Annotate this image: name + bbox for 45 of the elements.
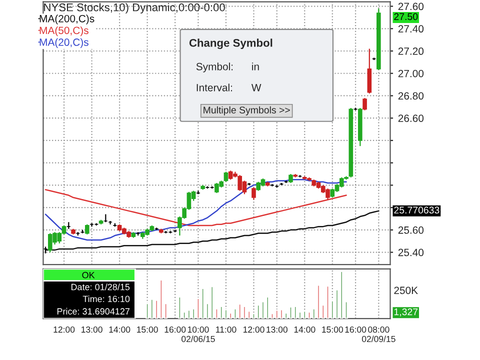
x-tick-label: 12:00 — [54, 326, 75, 333]
x-tick-label: 16:00 — [164, 326, 186, 333]
y-tick-label: 27.60 — [398, 2, 424, 10]
x-tick-label: 16:00 — [345, 326, 366, 333]
x-tick-label: 13:00 — [266, 326, 288, 333]
x-tick-label: 15:00 — [137, 326, 158, 333]
legend-label: MA(50,C)s — [40, 26, 88, 36]
annotation: in — [252, 62, 259, 70]
y-tick-label: 27.00 — [398, 70, 424, 78]
annotation: Time: 16:10 — [82, 296, 130, 302]
legend-label: MA(20,C)s — [40, 38, 88, 48]
line-series — [44, 178, 347, 241]
x-tick-label: 13:00 — [82, 326, 102, 333]
x-tick-label: 14:00 — [109, 326, 130, 333]
annotation: Interval: — [196, 84, 232, 92]
annotation: W — [251, 84, 262, 92]
y-tick-label: 26.60 — [398, 114, 424, 122]
x-tick-label: 11:00 — [216, 326, 236, 333]
x-tick-label: 14:00 — [294, 326, 316, 333]
line-series — [44, 210, 380, 251]
y-tick-label: 25.40 — [398, 248, 424, 256]
annotation: Multiple Symbols >> — [204, 106, 290, 116]
chart-title: NYSE Stocks,10) Dynamic,0:00-0:00 — [44, 3, 225, 14]
annotation: Symbol: — [196, 62, 233, 72]
x-tick-label: 15:00 — [322, 326, 344, 333]
annotation: Change Symbol — [189, 38, 272, 50]
candlestick — [362, 97, 367, 111]
text: 25.770633 — [394, 206, 440, 214]
candlestick — [85, 224, 90, 235]
legend-label: MA(200,C)s — [40, 14, 94, 24]
y-tick-label: 25.60 — [398, 226, 424, 234]
text: 250K — [394, 286, 418, 294]
annotation: OK — [82, 272, 95, 278]
annotation: Date: 01/28/15 — [71, 284, 130, 290]
y-tick-label: 27.40 — [398, 25, 424, 33]
text: 1,327 — [394, 308, 418, 316]
candlestick — [367, 48, 372, 94]
annotation: Price: 31.6904127 — [57, 308, 130, 315]
bar — [146, 302, 150, 319]
annotation: 27.50 — [394, 13, 418, 20]
y-tick-label: 27.20 — [398, 48, 424, 55]
x-tick-label: 12:00 — [243, 326, 264, 333]
candlestick — [252, 186, 256, 200]
candlestick — [224, 171, 228, 182]
y-tick-label: 26.80 — [398, 92, 424, 100]
